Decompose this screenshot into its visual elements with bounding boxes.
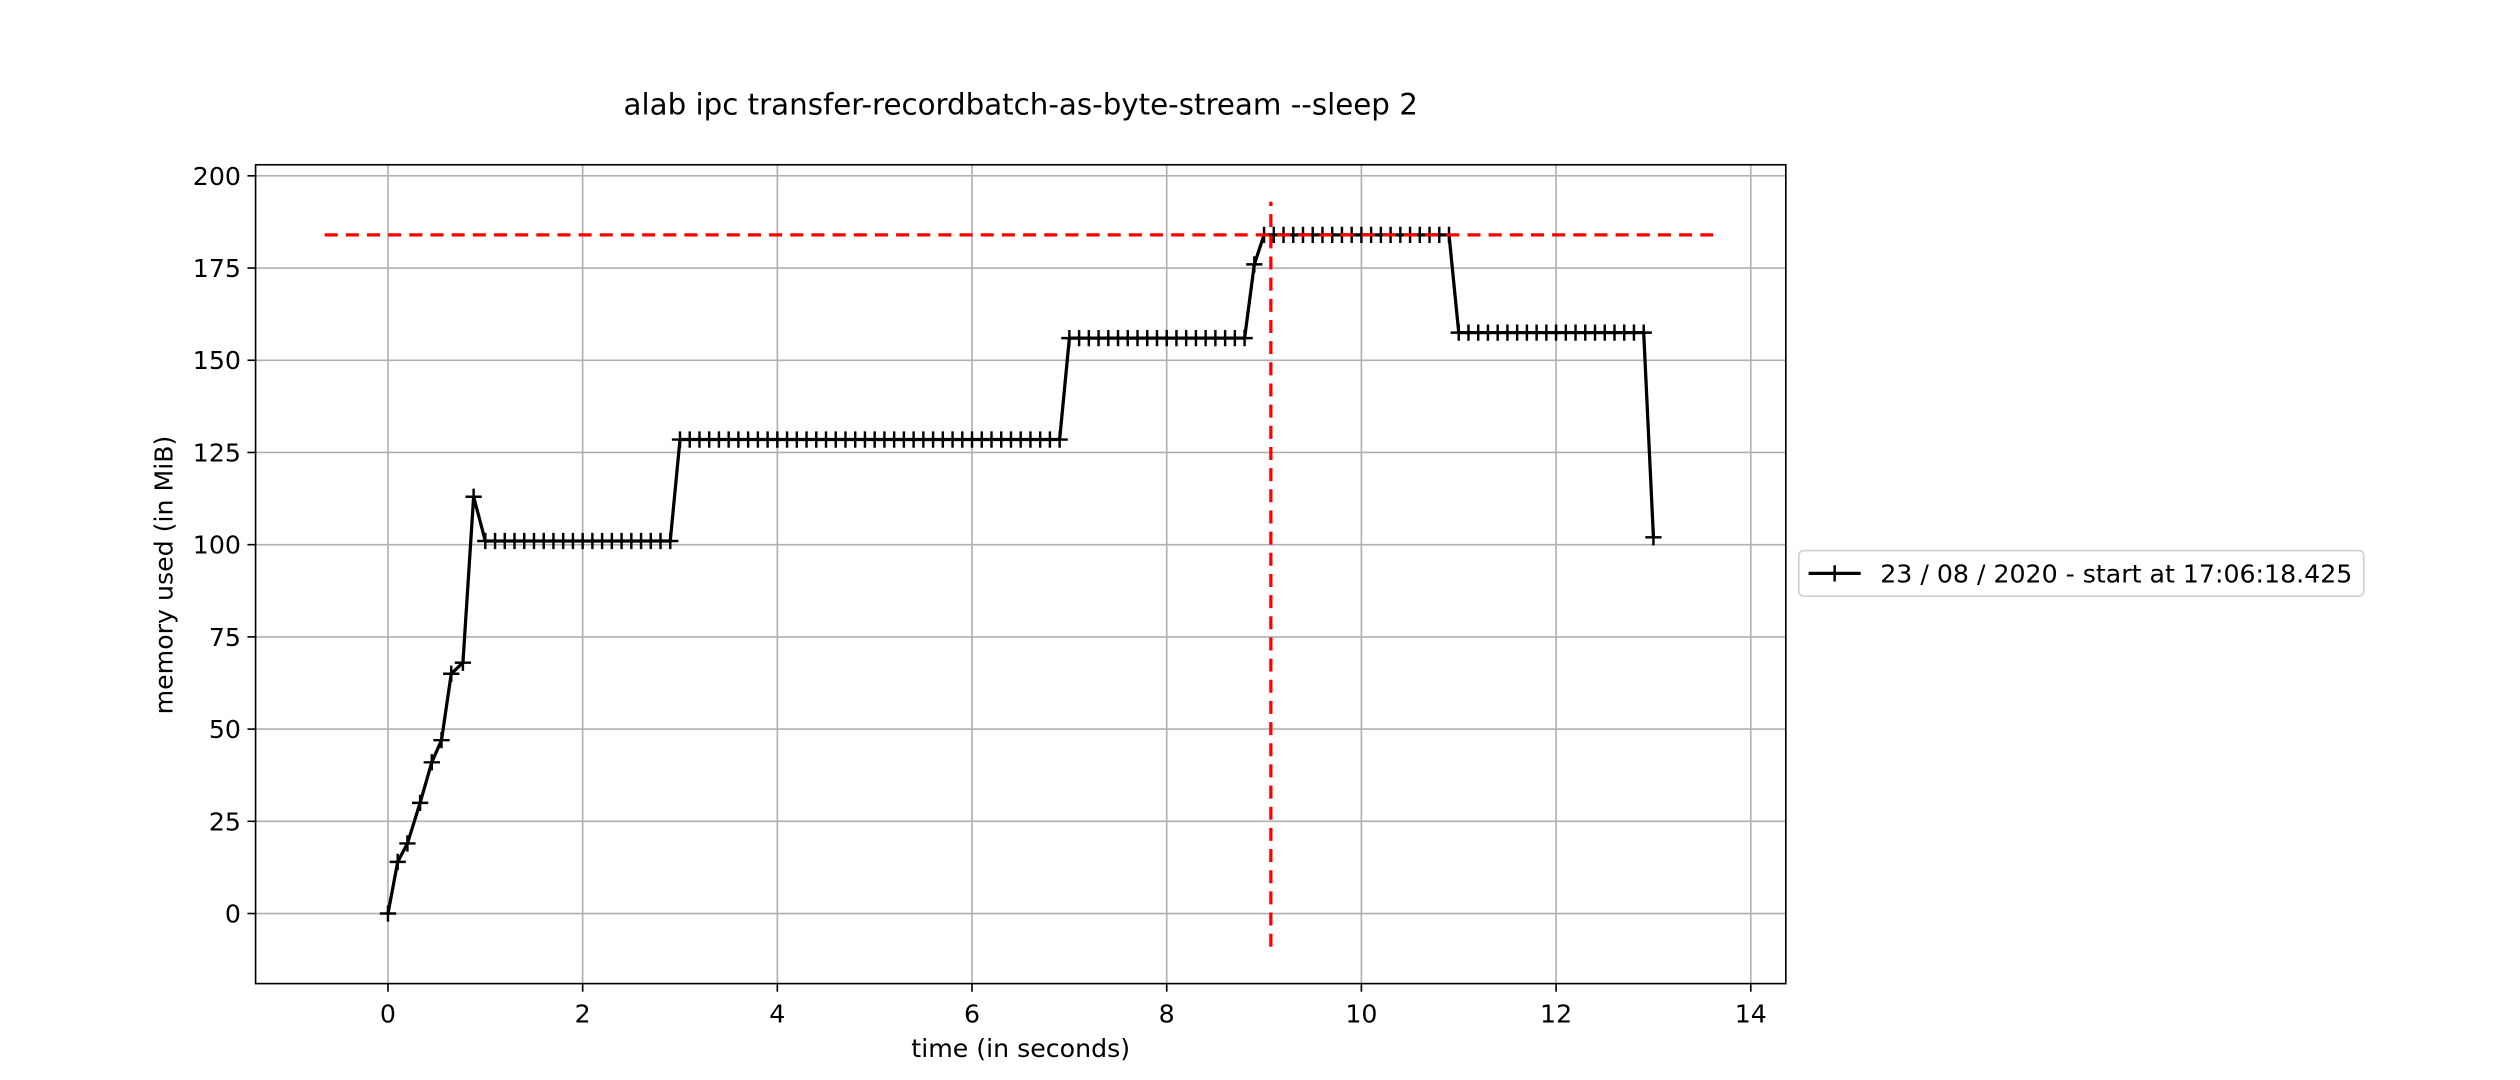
chart-title: alab ipc transfer-recordbatch-as-byte-st…: [624, 87, 1418, 121]
legend-label: 23 / 08 / 2020 - start at 17:06:18.425: [1880, 559, 2352, 588]
y-tick-label: 125: [193, 438, 241, 467]
x-tick-label: 2: [575, 1000, 591, 1029]
y-tick-label: 200: [193, 162, 241, 191]
data-point: [1246, 256, 1263, 273]
x-tick-label: 8: [1159, 1000, 1175, 1029]
data-point: [433, 732, 450, 749]
data-point: [1635, 324, 1652, 341]
x-tick-label: 0: [380, 1000, 396, 1029]
x-tick-label: 12: [1540, 1000, 1572, 1029]
y-tick-label: 150: [193, 346, 241, 375]
x-axis-label: time (in seconds): [911, 1034, 1130, 1063]
data-point: [1051, 431, 1068, 448]
plot-frame: [254, 163, 1787, 985]
y-axis-label: memory used (in MiB): [150, 436, 179, 715]
data-point: [379, 905, 397, 922]
data-point: [423, 754, 440, 771]
y-tick-label: 100: [193, 531, 241, 560]
data-point: [454, 654, 472, 671]
data-point: [389, 853, 406, 871]
data-point: [662, 532, 679, 550]
data-point: [399, 835, 416, 852]
data-point: [465, 488, 482, 505]
data-point: [1645, 529, 1662, 546]
y-tick-label: 175: [193, 254, 241, 283]
y-tick-label: 75: [209, 623, 241, 652]
y-tick-label: 25: [209, 807, 241, 836]
y-tick-label: 50: [209, 715, 241, 744]
x-tick-label: 4: [769, 1000, 785, 1029]
data-point: [1236, 329, 1253, 347]
legend-box: [1798, 549, 2365, 597]
x-tick-label: 6: [964, 1000, 980, 1029]
y-tick-label: 0: [225, 899, 241, 928]
x-tick-label: 14: [1735, 1000, 1767, 1029]
legend-marker: [1826, 565, 1843, 582]
data-point: [443, 665, 460, 682]
x-tick-label: 10: [1345, 1000, 1377, 1029]
data-point: [411, 794, 429, 812]
